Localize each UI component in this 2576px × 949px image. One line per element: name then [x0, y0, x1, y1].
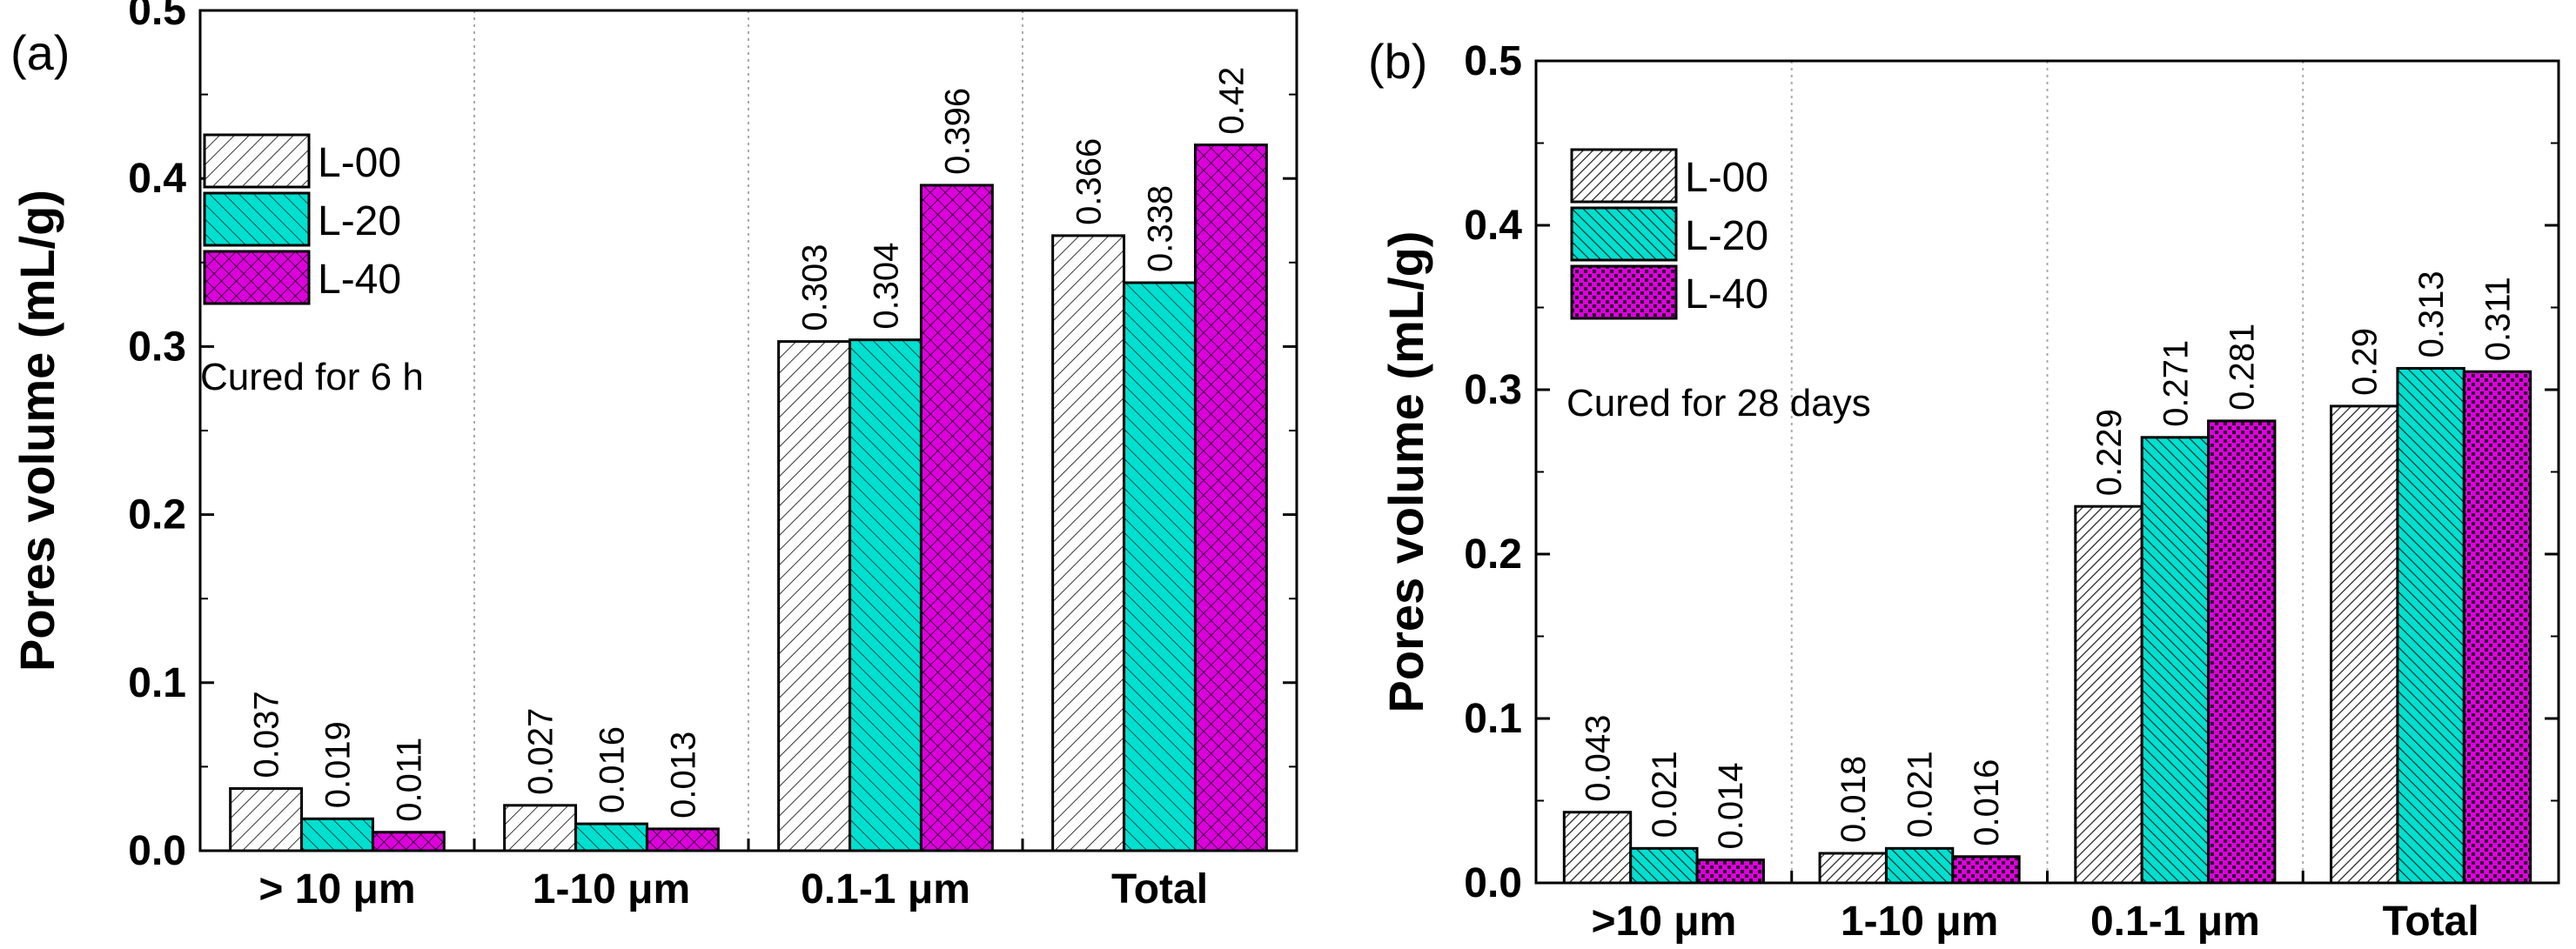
y-tick-label: 0.4 — [128, 156, 186, 202]
panel-label: (b) — [1368, 34, 1427, 89]
bar-l-40-0 — [371, 831, 446, 852]
bar-l-00-1 — [503, 804, 578, 852]
bar-l-00-3 — [1051, 234, 1126, 852]
legend-label: L-00 — [1685, 155, 1768, 201]
data-label: 0.027 — [522, 708, 560, 795]
y-tick-label: 0.4 — [1464, 203, 1522, 249]
y-tick-label: 0.5 — [128, 0, 186, 34]
y-tick-label: 0.5 — [1464, 38, 1522, 84]
legend-label: L-40 — [318, 257, 401, 303]
data-label: 0.021 — [1902, 751, 1940, 838]
x-tick-label: 1-10 μm — [1841, 899, 1998, 945]
legend-swatch-l-20 — [203, 191, 311, 247]
bar-l-00-1 — [1818, 852, 1888, 885]
data-label: 0.303 — [796, 244, 835, 331]
data-label: 0.281 — [2224, 324, 2262, 411]
legend-swatch-l-40 — [203, 250, 311, 305]
legend-label: L-20 — [1685, 213, 1768, 259]
legend-swatch-l-00 — [203, 133, 311, 189]
y-tick-label: 0.2 — [1464, 531, 1522, 578]
y-tick-label: 0.1 — [128, 660, 186, 706]
x-tick-label: Total — [2383, 899, 2479, 945]
data-label: 0.016 — [594, 726, 632, 813]
legend-swatch-l-40 — [1570, 264, 1678, 320]
bar-l-00-2 — [777, 340, 852, 852]
data-label: 0.021 — [1646, 751, 1684, 838]
data-label: 0.013 — [664, 732, 702, 819]
bar-l-20-2 — [849, 338, 922, 852]
data-label: 0.014 — [1712, 762, 1750, 849]
x-tick-label: 0.1-1 μm — [2090, 899, 2260, 945]
legend-label: L-00 — [318, 140, 401, 186]
y-tick-label: 0.1 — [1464, 696, 1522, 742]
data-label: 0.313 — [2412, 271, 2451, 358]
data-label: 0.271 — [2157, 340, 2195, 427]
bar-l-20-0 — [300, 817, 374, 852]
x-tick-label: >10 μm — [1591, 899, 1736, 945]
legend-label: L-40 — [1685, 271, 1768, 317]
chart-panel-b: (b) 0.043 0.018 0.229 0.29 0.021 0.021 0.271 0.3… — [1368, 34, 2560, 945]
y-axis-label: Pores volume (mL/g) — [1379, 231, 1433, 713]
bar-l-20-1 — [574, 822, 648, 852]
data-label: 0.016 — [1968, 759, 2006, 846]
legend-swatch-l-20 — [1570, 206, 1678, 262]
data-label: 0.037 — [248, 691, 286, 778]
data-label: 0.311 — [2479, 277, 2518, 361]
bar-l-40-1 — [1951, 855, 2021, 885]
y-tick-label: 0.2 — [128, 492, 186, 538]
data-label: 0.29 — [2346, 328, 2385, 396]
annotation-text: Cured for 6 h — [200, 356, 424, 398]
annotation-text: Cured for 28 days — [1566, 382, 1871, 424]
bar-l-40-2 — [2207, 419, 2277, 885]
x-tick-label: 1-10 μm — [533, 866, 690, 912]
y-tick-label: 0.3 — [1464, 367, 1522, 413]
y-axis-label: Pores volume (mL/g) — [10, 190, 64, 672]
bar-l-40-2 — [919, 184, 994, 852]
bar-l-00-3 — [2330, 404, 2399, 885]
x-tick-label: > 10 μm — [258, 866, 415, 912]
bar-l-20-3 — [1123, 281, 1197, 852]
data-label: 0.366 — [1070, 138, 1109, 225]
data-label: 0.011 — [390, 738, 428, 822]
bar-l-20-1 — [1884, 846, 1955, 885]
data-label: 0.019 — [319, 721, 358, 808]
bar-l-40-3 — [2462, 370, 2532, 885]
bar-l-40-1 — [645, 827, 720, 852]
bar-l-20-3 — [2396, 366, 2465, 885]
bar-l-00-0 — [1562, 811, 1633, 885]
data-label: 0.304 — [868, 243, 906, 330]
panel-label: (a) — [10, 25, 70, 80]
bar-l-00-0 — [229, 787, 304, 852]
data-label: 0.043 — [1580, 715, 1618, 802]
x-tick-label: Total — [1111, 866, 1208, 912]
bar-l-40-0 — [1695, 859, 1765, 885]
x-tick-label: 0.1-1 μm — [801, 866, 970, 912]
bar-l-20-0 — [1629, 846, 1699, 885]
data-label: 0.018 — [1835, 756, 1873, 843]
data-label: 0.229 — [2090, 409, 2129, 496]
y-tick-label: 0.3 — [128, 324, 186, 370]
legend-swatch-l-00 — [1570, 148, 1678, 204]
data-label: 0.338 — [1142, 185, 1180, 272]
y-tick-label: 0.0 — [1464, 860, 1522, 906]
bar-l-20-2 — [2140, 436, 2210, 885]
data-label: 0.396 — [938, 88, 976, 175]
bar-l-00-2 — [2074, 505, 2143, 885]
data-label: 0.42 — [1212, 67, 1251, 135]
legend-label: L-20 — [318, 198, 401, 244]
y-tick-label: 0.0 — [128, 828, 186, 874]
chart-panel-a: (a) 0.037 0.027 0.303 0.366 0.019 0.016 0.304 0.… — [10, 0, 1298, 912]
bar-l-40-3 — [1193, 144, 1268, 852]
